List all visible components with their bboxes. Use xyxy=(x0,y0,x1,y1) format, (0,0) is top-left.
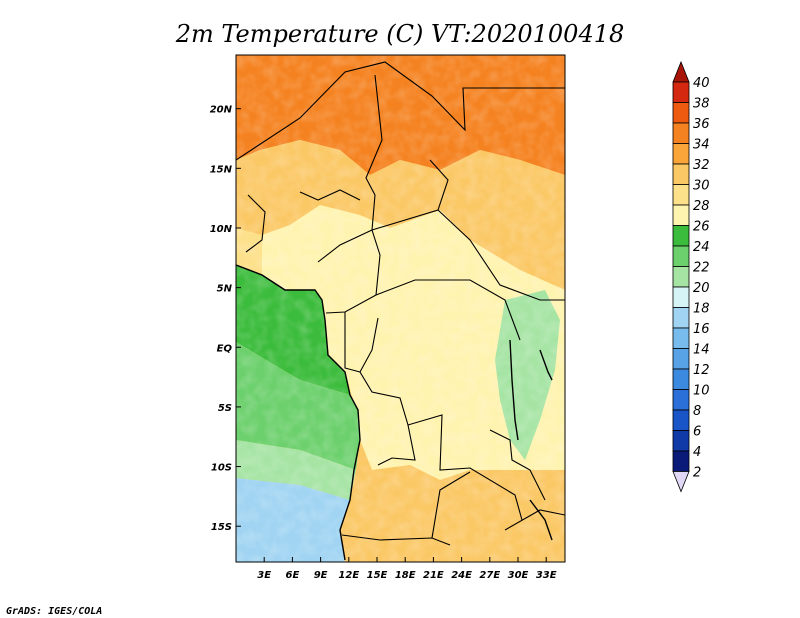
border-line xyxy=(437,209,565,301)
colorbar-segment xyxy=(672,307,690,329)
colorbar-top-triangle xyxy=(672,60,690,83)
colorbar-label: 30 xyxy=(693,179,710,194)
y-tick-label: 5S xyxy=(218,403,232,414)
map-plot-area xyxy=(235,54,566,563)
grads-credit: GrADS: IGES/COLA xyxy=(6,606,102,617)
x-tick-label: 3E xyxy=(257,570,271,581)
border-line xyxy=(236,61,565,161)
colorbar-label: 10 xyxy=(693,384,710,399)
colorbar-segment xyxy=(672,450,690,472)
y-axis: 20N 15N 10N 5N EQ 5S 10S 15S xyxy=(210,105,241,533)
colorbar-legend: 40 38 36 34 32 30 28 26 24 22 20 18 16 14 12 10 8 6 4 2 xyxy=(672,60,710,493)
colorbar-segment xyxy=(672,368,690,390)
colorbar-label: 6 xyxy=(693,425,701,440)
colorbar-segment xyxy=(672,327,690,349)
colorbar-label: 26 xyxy=(693,220,710,235)
border-line xyxy=(341,534,451,546)
border-line xyxy=(371,159,449,231)
colorbar-label: 18 xyxy=(693,302,710,317)
y-tick-label: 10N xyxy=(210,224,233,235)
lake-shore xyxy=(509,339,519,441)
colorbar-label: 40 xyxy=(693,76,710,91)
colorbar-label: 38 xyxy=(693,97,710,112)
colorbar-label: 8 xyxy=(693,404,701,419)
colorbar-label: 24 xyxy=(693,240,710,255)
colorbar-segment xyxy=(672,245,690,267)
border-line xyxy=(359,371,523,521)
y-tick-label: 5N xyxy=(217,284,233,295)
colorbar-label: 20 xyxy=(693,281,710,296)
x-tick-label: 6E xyxy=(286,570,300,581)
colorbar-label: 28 xyxy=(693,199,710,214)
y-tick-label: EQ xyxy=(217,343,233,354)
x-tick-label: 27E xyxy=(479,570,500,581)
colorbar-label: 22 xyxy=(693,261,710,276)
colorbar-bottom-triangle xyxy=(672,471,690,493)
border-line xyxy=(317,74,383,263)
border-line xyxy=(431,471,471,539)
colorbar-segment xyxy=(672,81,690,103)
colorbar-segment xyxy=(672,409,690,431)
colorbar-label: 14 xyxy=(693,343,710,358)
colorbar-segment xyxy=(672,430,690,452)
border-line xyxy=(489,429,546,501)
colorbar-segment xyxy=(672,225,690,247)
border-line xyxy=(299,189,361,201)
country-borders xyxy=(236,61,565,546)
plot-border xyxy=(235,54,566,563)
field-texture xyxy=(236,55,565,562)
x-tick-label: 12E xyxy=(338,570,359,581)
lake-shore xyxy=(539,349,553,381)
border-line xyxy=(375,279,521,341)
coastline xyxy=(236,264,553,561)
x-tick-label: 24E xyxy=(451,570,472,581)
colorbar-segment xyxy=(672,102,690,124)
x-tick-label: 21E xyxy=(423,570,444,581)
coastline-path xyxy=(236,264,361,561)
colorbar-segment xyxy=(672,348,690,370)
y-tick-label: 15N xyxy=(210,164,233,175)
colorbar-segment xyxy=(672,184,690,206)
colorbar-segment xyxy=(672,204,690,226)
colorbar-label: 36 xyxy=(693,117,710,132)
colorbar-label: 34 xyxy=(693,138,710,153)
border-line xyxy=(245,194,266,253)
x-tick-label: 9E xyxy=(314,570,328,581)
colorbar-segment xyxy=(672,266,690,288)
lake-shore xyxy=(529,499,553,541)
y-tick-label: 15S xyxy=(211,522,232,533)
colorbar-segment xyxy=(672,389,690,411)
y-tick-label: 20N xyxy=(210,105,233,116)
colorbar-segment xyxy=(672,143,690,165)
x-tick-label: 18E xyxy=(395,570,416,581)
y-tick-label: 10S xyxy=(211,463,232,474)
colorbar-label: 16 xyxy=(693,322,710,337)
x-tick-label: 15E xyxy=(367,570,388,581)
colorbar-segment xyxy=(672,286,690,308)
x-tick-label: 33E xyxy=(536,570,557,581)
colorbar-segment xyxy=(672,163,690,185)
chart-title: 2m Temperature (C) VT:2020100418 xyxy=(175,20,625,48)
colorbar-label: 32 xyxy=(693,158,710,173)
colorbar-label: 2 xyxy=(693,466,701,481)
x-tick-label: 30E xyxy=(508,570,529,581)
temperature-field xyxy=(236,55,565,562)
border-line xyxy=(504,509,565,531)
x-axis: 3E 6E 9E 12E 15E 18E 21E 24E 27E 30E 33E xyxy=(257,557,557,581)
border-line xyxy=(377,424,416,466)
colorbar-segment xyxy=(672,122,690,144)
colorbar-label: 12 xyxy=(693,363,710,378)
colorbar-label: 4 xyxy=(693,445,701,460)
